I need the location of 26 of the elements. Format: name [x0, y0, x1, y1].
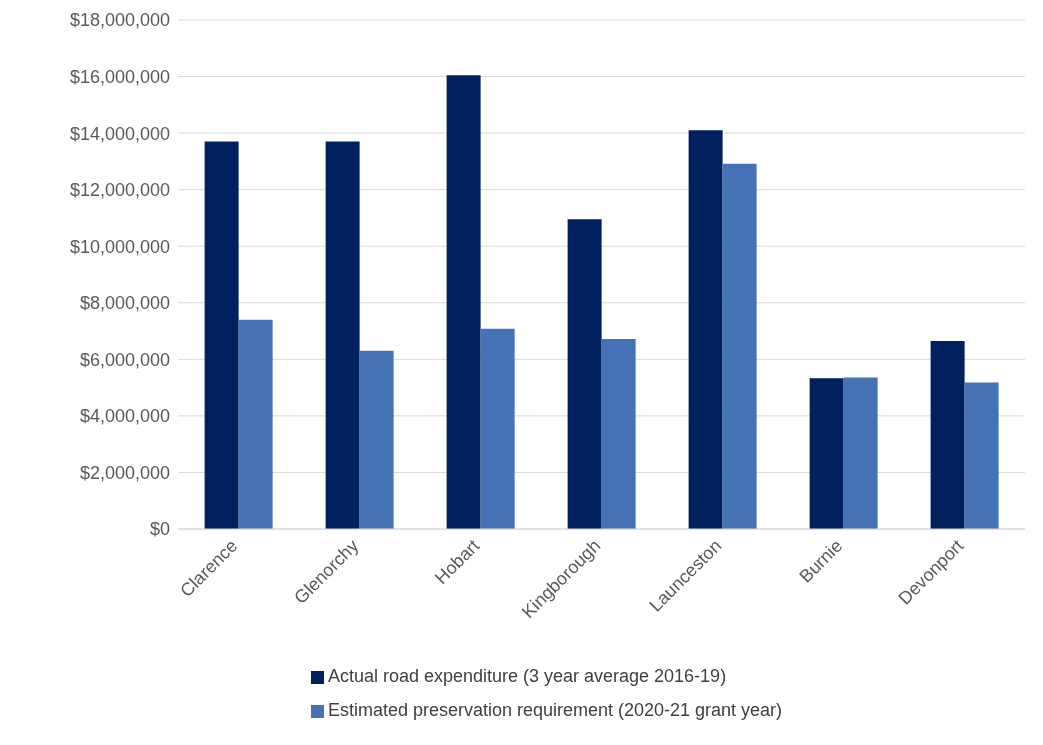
bar: [930, 340, 965, 529]
legend-label: Actual road expenditure (3 year average 2016-19): [327, 666, 727, 686]
bar: [204, 141, 239, 529]
bar: [843, 377, 878, 529]
bar: [601, 338, 636, 529]
bar: [238, 319, 273, 529]
legend-label: Estimated preservation requirement (2020-21 grant year): [327, 700, 783, 720]
y-tick-label: $8,000,000: [79, 293, 170, 314]
bar: [359, 350, 394, 529]
y-tick-label: $18,000,000: [69, 10, 170, 31]
y-tick-label: $10,000,000: [69, 236, 170, 257]
bar: [325, 141, 360, 529]
y-tick-label: $6,000,000: [79, 349, 170, 370]
y-tick-label: $4,000,000: [79, 406, 170, 427]
bar: [567, 219, 602, 529]
bar: [964, 382, 999, 529]
y-tick-label: $2,000,000: [79, 462, 170, 483]
bar: [688, 130, 723, 529]
bar: [480, 328, 515, 529]
y-tick-label: $0: [149, 519, 170, 540]
bar: [809, 378, 844, 529]
bar: [446, 75, 481, 529]
y-tick-label: $14,000,000: [69, 123, 170, 144]
y-tick-label: $12,000,000: [69, 180, 170, 201]
bar: [722, 163, 757, 529]
y-tick-label: $16,000,000: [69, 66, 170, 87]
